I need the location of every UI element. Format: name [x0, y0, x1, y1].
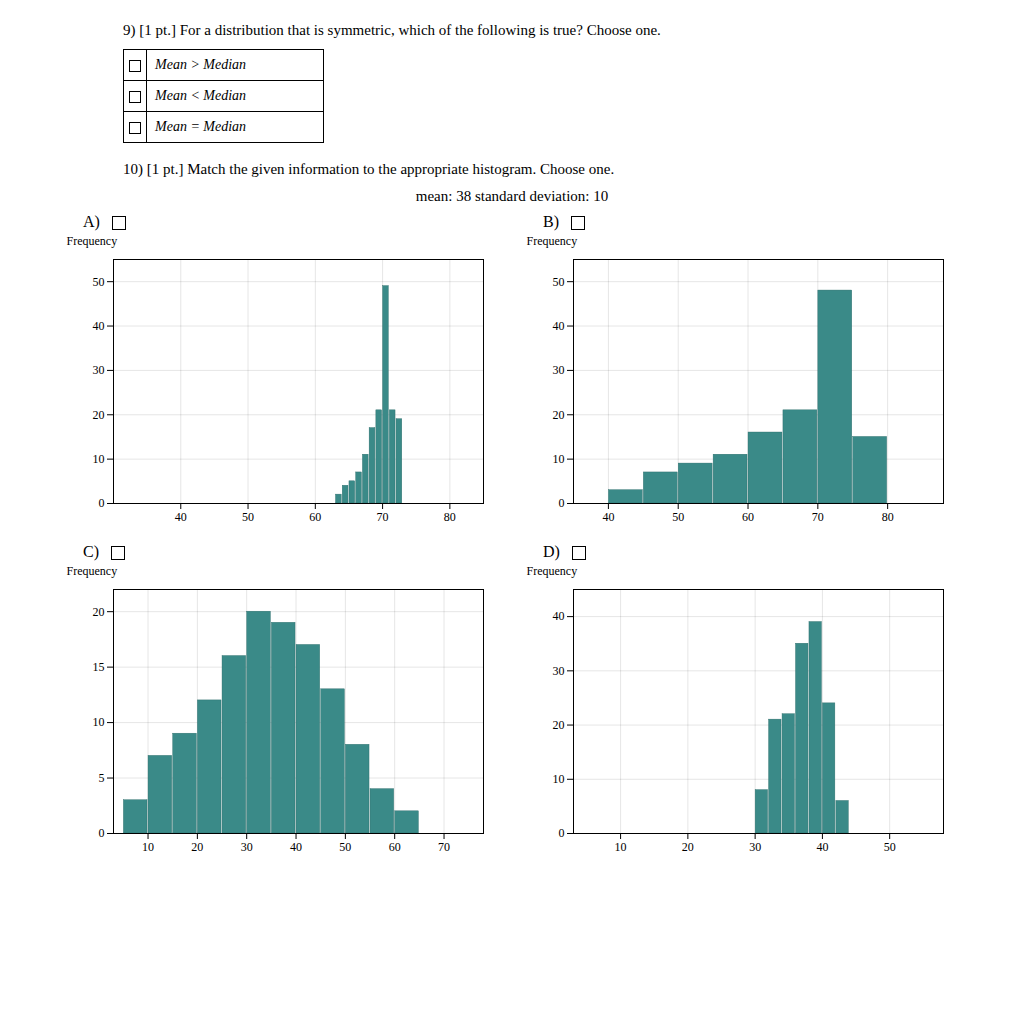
svg-text:40: 40: [602, 510, 614, 524]
html-text:mean: 38 standard deviation: 1: mean: 38 standard deviation: 10: [415, 188, 609, 204]
svg-text:20: 20: [191, 840, 203, 854]
svg-text:10: 10: [93, 715, 105, 729]
svg-text:50: 50: [553, 275, 565, 289]
svg-text:20: 20: [93, 408, 105, 422]
svg-text:Frequency: Frequency: [527, 234, 578, 248]
svg-text:Frequency: Frequency: [67, 234, 118, 248]
svg-text:70: 70: [812, 510, 824, 524]
svg-text:30: 30: [749, 840, 761, 854]
svg-text:10: 10: [553, 772, 565, 786]
svg-text:10: 10: [142, 840, 154, 854]
svg-text:30: 30: [93, 363, 105, 377]
html-text:Mean < Median: Mean < Median: [155, 88, 247, 103]
html-text:10) [1 pt.] Match the given in: 10) [1 pt.] Match the given information …: [123, 161, 615, 177]
svg-text:30: 30: [553, 664, 565, 678]
svg-text:20: 20: [553, 718, 565, 732]
svg-text:0: 0: [559, 496, 565, 510]
svg-text:70: 70: [377, 510, 389, 524]
svg-text:50: 50: [884, 840, 896, 854]
svg-text:Frequency: Frequency: [67, 564, 118, 578]
html-text:Mean > Median: Mean > Median: [155, 57, 247, 72]
svg-text:10: 10: [93, 452, 105, 466]
svg-text:20: 20: [682, 840, 694, 854]
svg-text:60: 60: [309, 510, 321, 524]
svg-text:50: 50: [339, 840, 351, 854]
svg-text:40: 40: [816, 840, 828, 854]
svg-text:40: 40: [553, 609, 565, 623]
svg-text:10: 10: [553, 452, 565, 466]
svg-text:0: 0: [99, 826, 105, 840]
svg-text:40: 40: [93, 319, 105, 333]
svg-text:10: 10: [615, 840, 627, 854]
svg-text:70: 70: [438, 840, 450, 854]
html-text:A): A): [83, 213, 100, 230]
svg-text:80: 80: [882, 510, 894, 524]
svg-text:50: 50: [242, 510, 254, 524]
html-text:9) [1 pt.] For a distribution: 9) [1 pt.] For a distribution that is sy…: [123, 22, 661, 38]
svg-text:20: 20: [553, 408, 565, 422]
html-text:C): C): [83, 543, 99, 560]
svg-text:40: 40: [553, 319, 565, 333]
svg-text:5: 5: [99, 771, 105, 785]
svg-text:40: 40: [290, 840, 302, 854]
svg-text:60: 60: [742, 510, 754, 524]
svg-text:60: 60: [389, 840, 401, 854]
svg-text:30: 30: [241, 840, 253, 854]
html-text:Mean = Median: Mean = Median: [155, 119, 247, 134]
svg-text:50: 50: [672, 510, 684, 524]
html-text:B): B): [543, 213, 559, 230]
svg-text:Frequency: Frequency: [527, 564, 578, 578]
svg-text:80: 80: [444, 510, 456, 524]
html-text:D): D): [543, 543, 560, 560]
svg-text:30: 30: [553, 363, 565, 377]
svg-text:15: 15: [93, 660, 105, 674]
svg-text:0: 0: [559, 826, 565, 840]
svg-text:20: 20: [93, 605, 105, 619]
svg-text:50: 50: [93, 275, 105, 289]
svg-text:40: 40: [175, 510, 187, 524]
svg-text:0: 0: [99, 496, 105, 510]
